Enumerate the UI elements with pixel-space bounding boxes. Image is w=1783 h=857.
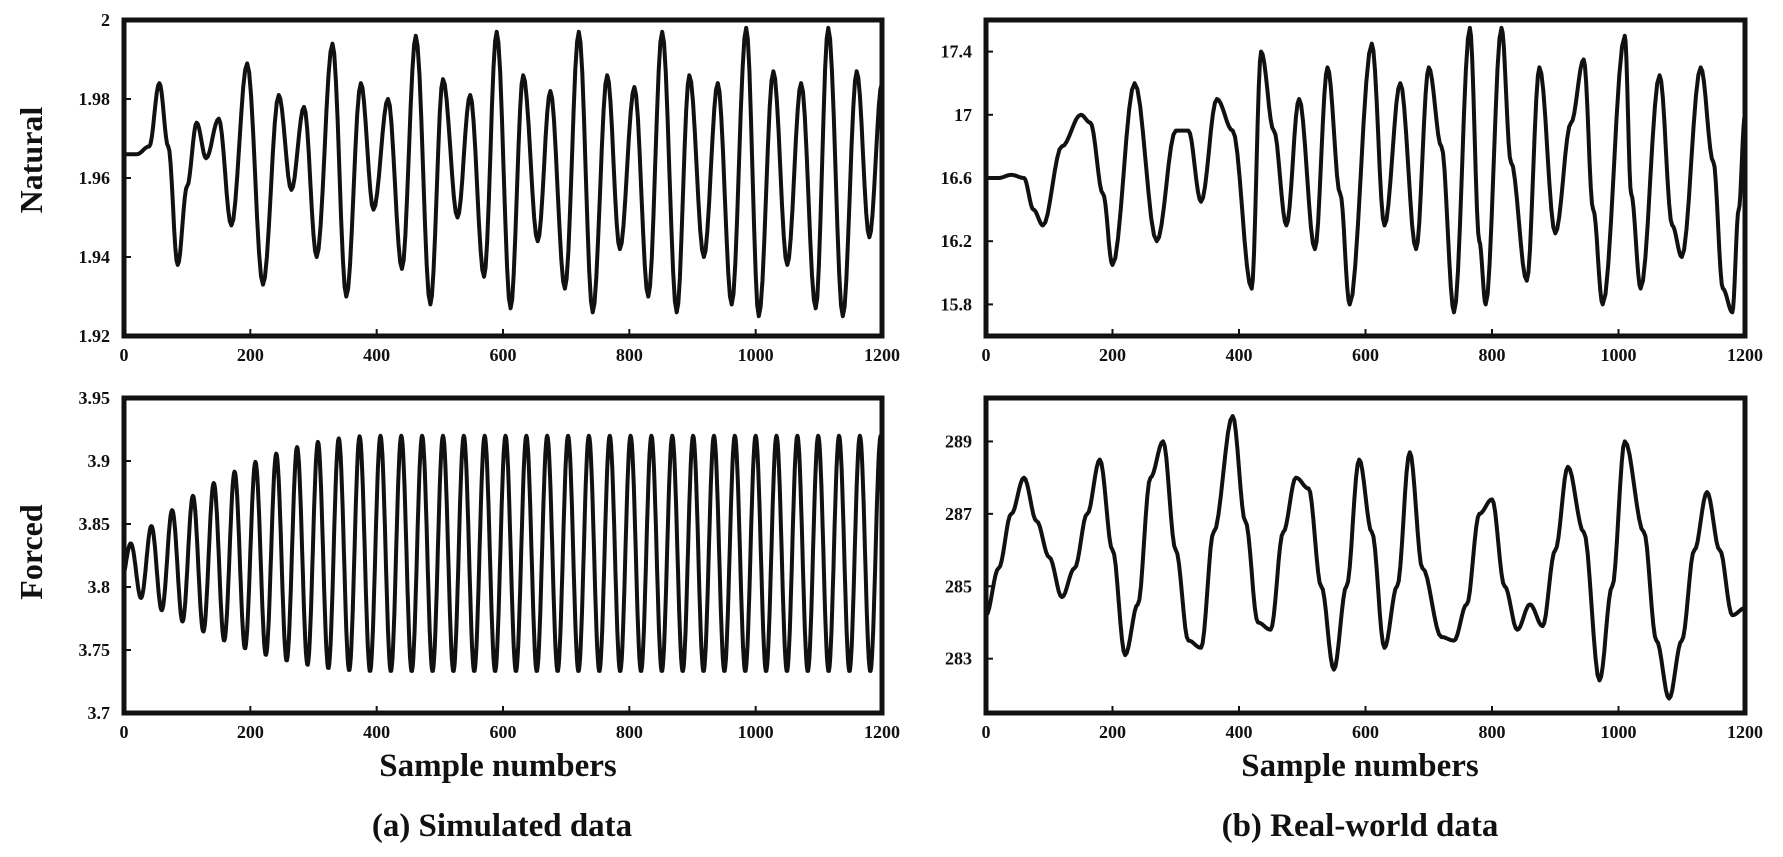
- x-tick-label: 600: [1352, 345, 1379, 365]
- x-tick-label: 1200: [1727, 722, 1763, 742]
- y-tick-label: 1.98: [79, 89, 111, 109]
- x-tick-label: 200: [1099, 722, 1126, 742]
- x-tick-label: 800: [1479, 345, 1506, 365]
- y-tick-label: 1.94: [79, 247, 111, 267]
- x-tick-label: 1200: [864, 345, 900, 365]
- panel-simulated-forced: 0 200 400 600 800 1000 1200 3.7 3.75 3.8 3.85 3.9 3.…: [79, 388, 901, 742]
- panel-real-natural: 0 200 400 600 800 1000 1200 15.8 16.2 16.6 17 17.4: [941, 17, 1763, 365]
- y-tick-label: 17: [954, 105, 972, 125]
- x-tick-label: 1000: [738, 345, 774, 365]
- y-tick-label: 1.96: [79, 168, 111, 188]
- y-tick-label: 15.8: [941, 294, 973, 314]
- x-tick-label: 1200: [864, 722, 900, 742]
- x-tick-label: 800: [1479, 722, 1506, 742]
- x-tick-label: 600: [1352, 722, 1379, 742]
- y-tick-label: 285: [945, 576, 972, 596]
- y-tick-label: 16.6: [941, 168, 973, 188]
- x-tick-label: 0: [120, 722, 129, 742]
- x-tick-label: 600: [490, 345, 517, 365]
- x-tick-label: 0: [120, 345, 129, 365]
- x-tick-label: 200: [237, 345, 264, 365]
- x-tick-label: 200: [1099, 345, 1126, 365]
- y-tick-label: 3.8: [88, 577, 111, 597]
- x-tick-label: 400: [1226, 345, 1253, 365]
- panel-real-forced: 0 200 400 600 800 1000 1200 283 285 287 289: [945, 395, 1763, 742]
- x-tick-label: 400: [363, 722, 390, 742]
- y-tick-label: 3.85: [79, 514, 111, 534]
- y-tick-label: 3.95: [79, 388, 111, 408]
- y-tick-label: 17.4: [941, 42, 973, 62]
- y-tick-label: 289: [945, 431, 972, 451]
- series-line: [984, 414, 1746, 701]
- x-tick-label: 1000: [738, 722, 774, 742]
- plot-frame: [983, 395, 1748, 716]
- series-line: [123, 25, 884, 319]
- caption-real-world: (b) Real-world data: [1222, 808, 1499, 844]
- x-tick-label: 1000: [1601, 722, 1637, 742]
- panel-simulated-natural: 0 200 400 600 800 1000 1200 1.92 1.94 1.96 1.98 2: [79, 10, 901, 365]
- x-tick-label: 600: [490, 722, 517, 742]
- x-axis-label-right: Sample numbers: [1241, 748, 1479, 784]
- x-tick-label: 0: [982, 345, 991, 365]
- row-label-forced: Forced: [13, 504, 49, 600]
- x-tick-label: 200: [237, 722, 264, 742]
- y-tick-label: 3.75: [79, 640, 111, 660]
- caption-simulated: (a) Simulated data: [372, 808, 632, 844]
- row-label-natural: Natural: [13, 107, 49, 214]
- y-tick-label: 2: [101, 10, 110, 30]
- x-tick-label: 800: [616, 722, 643, 742]
- y-tick-label: 283: [945, 649, 972, 669]
- y-tick-label: 16.2: [941, 231, 973, 251]
- x-axis-label-left: Sample numbers: [379, 748, 617, 784]
- series-line: [985, 25, 1747, 315]
- x-tick-label: 400: [363, 345, 390, 365]
- x-tick-label: 1200: [1727, 345, 1763, 365]
- x-tick-label: 800: [616, 345, 643, 365]
- y-tick-label: 287: [945, 504, 972, 524]
- x-tick-label: 400: [1226, 722, 1253, 742]
- x-tick-label: 0: [982, 722, 991, 742]
- y-tick-label: 1.92: [79, 326, 111, 346]
- y-tick-label: 3.7: [88, 703, 111, 723]
- series-line: [122, 433, 884, 673]
- y-tick-label: 3.9: [88, 451, 111, 471]
- x-tick-label: 1000: [1601, 345, 1637, 365]
